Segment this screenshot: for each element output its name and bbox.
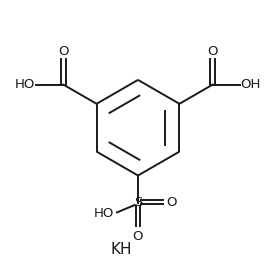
- Text: O: O: [133, 230, 143, 243]
- Text: HO: HO: [15, 78, 35, 91]
- Text: OH: OH: [241, 78, 261, 91]
- Text: O: O: [207, 45, 218, 58]
- Text: KH: KH: [111, 242, 132, 257]
- Text: O: O: [58, 45, 69, 58]
- Text: O: O: [166, 196, 177, 209]
- Text: S: S: [134, 196, 142, 209]
- Text: HO: HO: [94, 207, 114, 220]
